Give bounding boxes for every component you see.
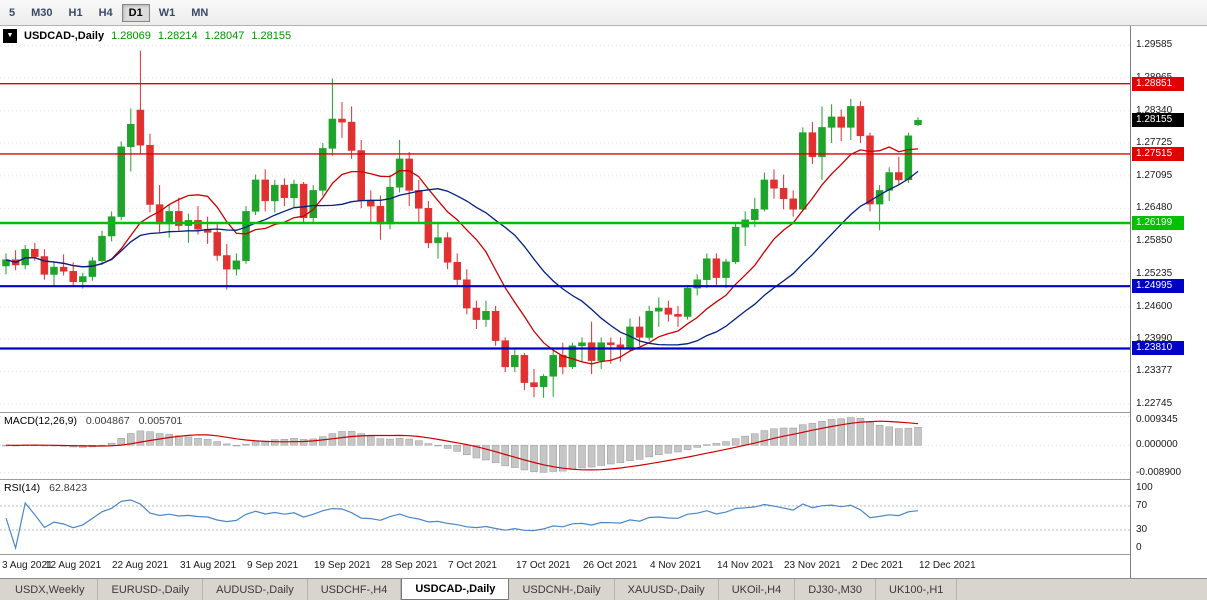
price-badge: 1.24995 bbox=[1132, 279, 1184, 294]
rsi-value: 62.8423 bbox=[49, 482, 88, 494]
high-value: 1.28214 bbox=[157, 30, 198, 42]
price-tick-label: 1.26480 bbox=[1136, 202, 1173, 214]
ma-slow-line bbox=[5, 170, 919, 346]
macd-tick-label: 0.000000 bbox=[1136, 439, 1178, 451]
date-label: 2 Dec 2021 bbox=[852, 560, 904, 571]
chart-tab-xauusd-daily[interactable]: XAUUSD-,Daily bbox=[615, 579, 719, 600]
chart-tab-eurusd-daily[interactable]: EURUSD-,Daily bbox=[98, 579, 204, 600]
timeframe-button-h1[interactable]: H1 bbox=[62, 4, 90, 22]
chart-tab-usdchf-h4[interactable]: USDCHF-,H4 bbox=[308, 579, 402, 600]
chart-tab-usdx-weekly[interactable]: USDX,Weekly bbox=[2, 579, 99, 600]
macd-signal-value: 0.005701 bbox=[138, 415, 183, 427]
date-label: 19 Sep 2021 bbox=[314, 560, 371, 571]
date-label: 28 Sep 2021 bbox=[381, 560, 438, 571]
rsi-tick-label: 70 bbox=[1136, 500, 1148, 511]
date-label: 7 Oct 2021 bbox=[448, 560, 497, 571]
chart-symbol-label: USDCAD-,Daily bbox=[24, 30, 105, 42]
macd-main-value: 0.004867 bbox=[85, 415, 130, 427]
price-tick-label: 1.27725 bbox=[1136, 136, 1173, 148]
rsi-canvas[interactable] bbox=[0, 480, 1130, 554]
rsi-tick-label: 30 bbox=[1136, 524, 1148, 535]
price-tick-label: 1.25235 bbox=[1136, 267, 1173, 279]
date-label: 22 Aug 2021 bbox=[112, 560, 169, 571]
price-badge: 1.23810 bbox=[1132, 341, 1184, 356]
candles-layer bbox=[2, 50, 922, 398]
macd-label: MACD(12,26,9) 0.004867 0.005701 bbox=[4, 415, 182, 427]
date-label: 14 Nov 2021 bbox=[717, 560, 774, 571]
timeframe-button-d1[interactable]: D1 bbox=[121, 3, 150, 22]
timeframe-button-5[interactable]: 5 bbox=[2, 4, 22, 22]
pane-divider[interactable] bbox=[0, 479, 1207, 480]
price-tick-label: 1.23377 bbox=[1136, 365, 1173, 377]
macd-canvas[interactable] bbox=[0, 413, 1130, 479]
macd-tick-label: 0.009345 bbox=[1136, 414, 1178, 425]
open-value: 1.28069 bbox=[111, 30, 151, 42]
macd-title: MACD(12,26,9) bbox=[4, 415, 77, 427]
date-label: 9 Sep 2021 bbox=[247, 560, 299, 571]
price-tick-label: 1.24600 bbox=[1136, 300, 1173, 312]
price-badge: 1.26199 bbox=[1132, 215, 1184, 230]
rsi-indicator-pane: RSI(14) 62.8423 bbox=[0, 480, 1130, 554]
price-tick-label: 1.22745 bbox=[1136, 398, 1173, 410]
timeframe-button-w1[interactable]: W1 bbox=[152, 4, 183, 22]
date-label: 4 Nov 2021 bbox=[650, 560, 702, 571]
macd-indicator-pane: MACD(12,26,9) 0.004867 0.005701 bbox=[0, 413, 1130, 479]
close-value: 1.28155 bbox=[251, 30, 292, 42]
price-tick-label: 1.29585 bbox=[1136, 39, 1173, 51]
macd-signal-line bbox=[5, 420, 919, 471]
pane-divider[interactable] bbox=[0, 554, 1207, 555]
main-chart-pane: ▼ USDCAD-,Daily 1.28069 1.28214 1.28047 … bbox=[0, 26, 1130, 412]
chart-tab-audusd-daily[interactable]: AUDUSD-,Daily bbox=[203, 579, 308, 600]
price-tick-label: 1.27095 bbox=[1136, 169, 1173, 181]
rsi-label: RSI(14) 62.8423 bbox=[4, 482, 87, 494]
pane-divider[interactable] bbox=[0, 412, 1207, 413]
date-label: 3 Aug 2021 bbox=[2, 560, 53, 571]
ma-fast-line bbox=[5, 146, 919, 365]
price-tick-label: 1.23990 bbox=[1136, 333, 1173, 344]
date-label: 12 Aug 2021 bbox=[45, 560, 102, 571]
price-tick-label: 1.25850 bbox=[1136, 235, 1173, 247]
price-chart-canvas[interactable] bbox=[0, 26, 1130, 412]
chart-tab-usdcnh-daily[interactable]: USDCNH-,Daily bbox=[509, 579, 615, 600]
timeframe-toolbar: 5 M30 H1 H4 D1 W1 MN bbox=[0, 0, 1207, 26]
date-label: 26 Oct 2021 bbox=[583, 560, 638, 571]
chart-tab-dj30-m30[interactable]: DJ30-,M30 bbox=[795, 579, 876, 600]
date-label: 31 Aug 2021 bbox=[180, 560, 237, 571]
chart-tabs-bar: USDX,Weekly EURUSD-,Daily AUDUSD-,Daily USD… bbox=[0, 578, 1207, 600]
chart-tab-usdcad-daily[interactable]: USDCAD-,Daily bbox=[401, 579, 510, 600]
rsi-line bbox=[5, 499, 919, 551]
price-badge: 1.28155 bbox=[1132, 113, 1184, 128]
timeframe-button-m30[interactable]: M30 bbox=[24, 4, 59, 22]
timeframe-button-h4[interactable]: H4 bbox=[92, 4, 120, 22]
date-axis[interactable]: 3 Aug 2021 12 Aug 2021 22 Aug 2021 31 Aug 2… bbox=[0, 555, 1130, 578]
date-label: 23 Nov 2021 bbox=[784, 560, 841, 571]
price-badge: 1.27515 bbox=[1132, 146, 1184, 161]
low-value: 1.28047 bbox=[204, 30, 245, 42]
one-click-trading-button[interactable]: ▼ bbox=[3, 29, 17, 43]
rsi-title: RSI(14) bbox=[4, 482, 41, 494]
price-axis[interactable]: 1.295851.289651.283401.277251.270951.264… bbox=[1130, 26, 1207, 578]
timeframe-button-mn[interactable]: MN bbox=[184, 4, 215, 22]
price-badge: 1.28851 bbox=[1132, 76, 1184, 91]
ohlc-info-line: ▼ USDCAD-,Daily 1.28069 1.28214 1.28047 … bbox=[3, 29, 291, 43]
macd-tick-label: -0.008900 bbox=[1136, 466, 1182, 478]
date-label: 12 Dec 2021 bbox=[919, 560, 976, 571]
chart-window: ▼ USDCAD-,Daily 1.28069 1.28214 1.28047 … bbox=[0, 26, 1207, 578]
price-tick-label: 1.28340 bbox=[1136, 104, 1173, 116]
rsi-tick-label: 0 bbox=[1136, 542, 1142, 553]
rsi-tick-label: 100 bbox=[1136, 482, 1153, 493]
date-label: 17 Oct 2021 bbox=[516, 560, 571, 571]
chart-tab-ukoil-h4[interactable]: UKOil-,H4 bbox=[719, 579, 796, 600]
chart-tab-uk100-h1[interactable]: UK100-,H1 bbox=[876, 579, 958, 600]
